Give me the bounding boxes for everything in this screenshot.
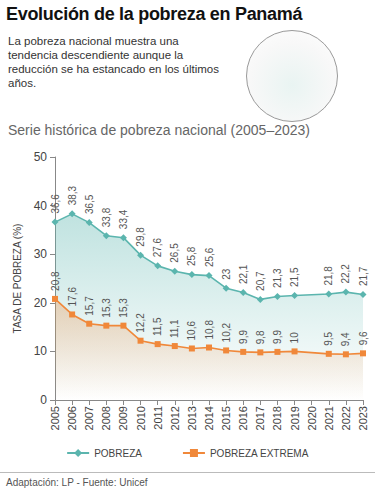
svg-text:27,6: 27,6 — [152, 237, 163, 257]
svg-text:2014: 2014 — [203, 406, 215, 430]
svg-text:2010: 2010 — [135, 406, 147, 430]
svg-text:2008: 2008 — [100, 406, 112, 430]
svg-text:21,8: 21,8 — [323, 266, 334, 286]
svg-text:10,8: 10,8 — [204, 320, 215, 340]
svg-text:2012: 2012 — [169, 406, 181, 430]
svg-text:9,9: 9,9 — [272, 330, 283, 344]
svg-text:20,8: 20,8 — [50, 271, 61, 291]
svg-text:9,4: 9,4 — [340, 332, 351, 346]
svg-text:10,6: 10,6 — [186, 321, 197, 341]
svg-text:29,8: 29,8 — [135, 227, 146, 247]
svg-text:2006: 2006 — [66, 406, 78, 430]
svg-text:10: 10 — [289, 332, 300, 344]
svg-text:15,3: 15,3 — [118, 298, 129, 318]
svg-text:26,5: 26,5 — [169, 243, 180, 263]
svg-text:2013: 2013 — [186, 406, 198, 430]
svg-text:20,7: 20,7 — [255, 271, 266, 291]
svg-text:2019: 2019 — [289, 406, 301, 430]
svg-text:40: 40 — [34, 199, 48, 213]
svg-text:2022: 2022 — [340, 406, 352, 430]
svg-text:2021: 2021 — [323, 406, 335, 430]
svg-text:21,5: 21,5 — [289, 267, 300, 287]
svg-text:9,6: 9,6 — [358, 331, 369, 345]
svg-text:10: 10 — [34, 344, 48, 358]
svg-text:11,1: 11,1 — [169, 319, 180, 338]
svg-text:2017: 2017 — [254, 406, 266, 430]
svg-text:2011: 2011 — [152, 406, 164, 430]
svg-text:2020: 2020 — [306, 406, 318, 430]
svg-text:12,2: 12,2 — [135, 313, 146, 333]
svg-text:30: 30 — [34, 247, 48, 261]
svg-text:2007: 2007 — [83, 406, 95, 430]
svg-text:9,8: 9,8 — [255, 330, 266, 344]
svg-text:33,4: 33,4 — [118, 209, 129, 229]
svg-text:15,7: 15,7 — [84, 296, 95, 316]
svg-text:22,1: 22,1 — [238, 264, 249, 284]
svg-text:38,3: 38,3 — [67, 185, 78, 205]
svg-text:21,3: 21,3 — [272, 268, 283, 288]
svg-text:9,5: 9,5 — [323, 331, 334, 345]
svg-text:2005: 2005 — [49, 406, 61, 430]
svg-text:POBREZA: POBREZA — [94, 448, 142, 459]
svg-text:22,2: 22,2 — [340, 264, 351, 284]
svg-text:2016: 2016 — [237, 406, 249, 430]
svg-text:TASA DE POBREZA (%): TASA DE POBREZA (%) — [12, 224, 23, 334]
svg-text:36,5: 36,5 — [84, 194, 95, 214]
svg-text:11,5: 11,5 — [152, 317, 163, 336]
html-text:Evolución de la pobreza en Pan: Evolución de la pobreza en Panamá — [6, 4, 303, 24]
svg-text:50: 50 — [34, 150, 48, 164]
svg-text:9,9: 9,9 — [238, 330, 249, 344]
svg-text:23: 23 — [221, 268, 232, 280]
svg-text:2015: 2015 — [220, 406, 232, 430]
html-text:Serie histórica de pobreza nac: Serie histórica de pobreza nacional (200… — [8, 122, 310, 138]
svg-text:POBREZA EXTREMA: POBREZA EXTREMA — [210, 448, 309, 459]
html-text:Adaptación: LP - Fuente: Unice: Adaptación: LP - Fuente: Unicef — [6, 477, 148, 488]
svg-text:25,6: 25,6 — [204, 247, 215, 267]
html-text:La pobreza nacional muestra un: La pobreza nacional muestra una tendenci… — [8, 35, 219, 89]
svg-text:2018: 2018 — [271, 406, 283, 430]
svg-text:0: 0 — [40, 393, 47, 407]
svg-text:36,6: 36,6 — [50, 194, 61, 214]
svg-text:10,2: 10,2 — [221, 323, 232, 343]
svg-text:2009: 2009 — [117, 406, 129, 430]
svg-text:21,7: 21,7 — [358, 266, 369, 286]
svg-text:17,6: 17,6 — [67, 287, 78, 307]
svg-text:15,3: 15,3 — [101, 298, 112, 318]
svg-text:33,8: 33,8 — [101, 207, 112, 227]
svg-text:2023: 2023 — [357, 406, 369, 430]
svg-text:25,8: 25,8 — [186, 246, 197, 266]
svg-text:20: 20 — [34, 296, 48, 310]
